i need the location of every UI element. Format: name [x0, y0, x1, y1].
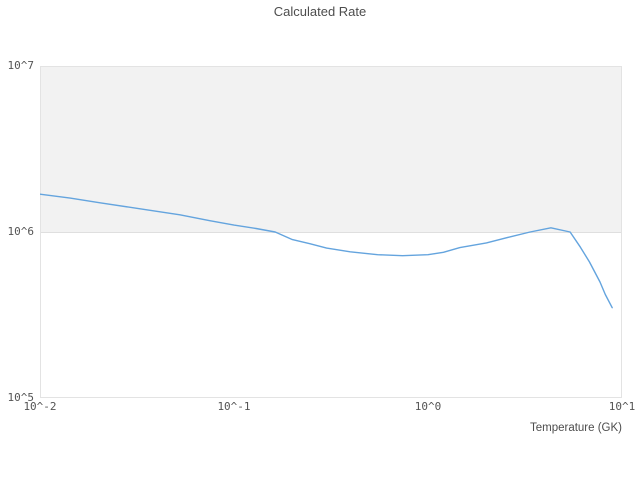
y-tick-label-1e7: 10^7 — [7, 59, 35, 72]
x-axis-title: Temperature (GK) — [529, 422, 622, 434]
x-tick-label-1e-2: 10^-2 — [23, 400, 57, 413]
x-tick-label-1e-1: 10^-1 — [217, 400, 251, 413]
plot-border — [40, 66, 622, 398]
plot-area — [40, 66, 622, 398]
rate-curve — [40, 193, 613, 309]
upper-decade-band — [40, 66, 622, 232]
x-tick-label-1e1: 10^1 — [608, 400, 636, 413]
y-tick-label-1e6: 10^6 — [7, 225, 35, 238]
chart-svg — [40, 66, 622, 398]
y-tick-label-1e5: 10^5 — [7, 391, 35, 404]
chart-title: Calculated Rate — [273, 4, 367, 19]
x-tick-label-1e0: 10^0 — [414, 400, 442, 413]
